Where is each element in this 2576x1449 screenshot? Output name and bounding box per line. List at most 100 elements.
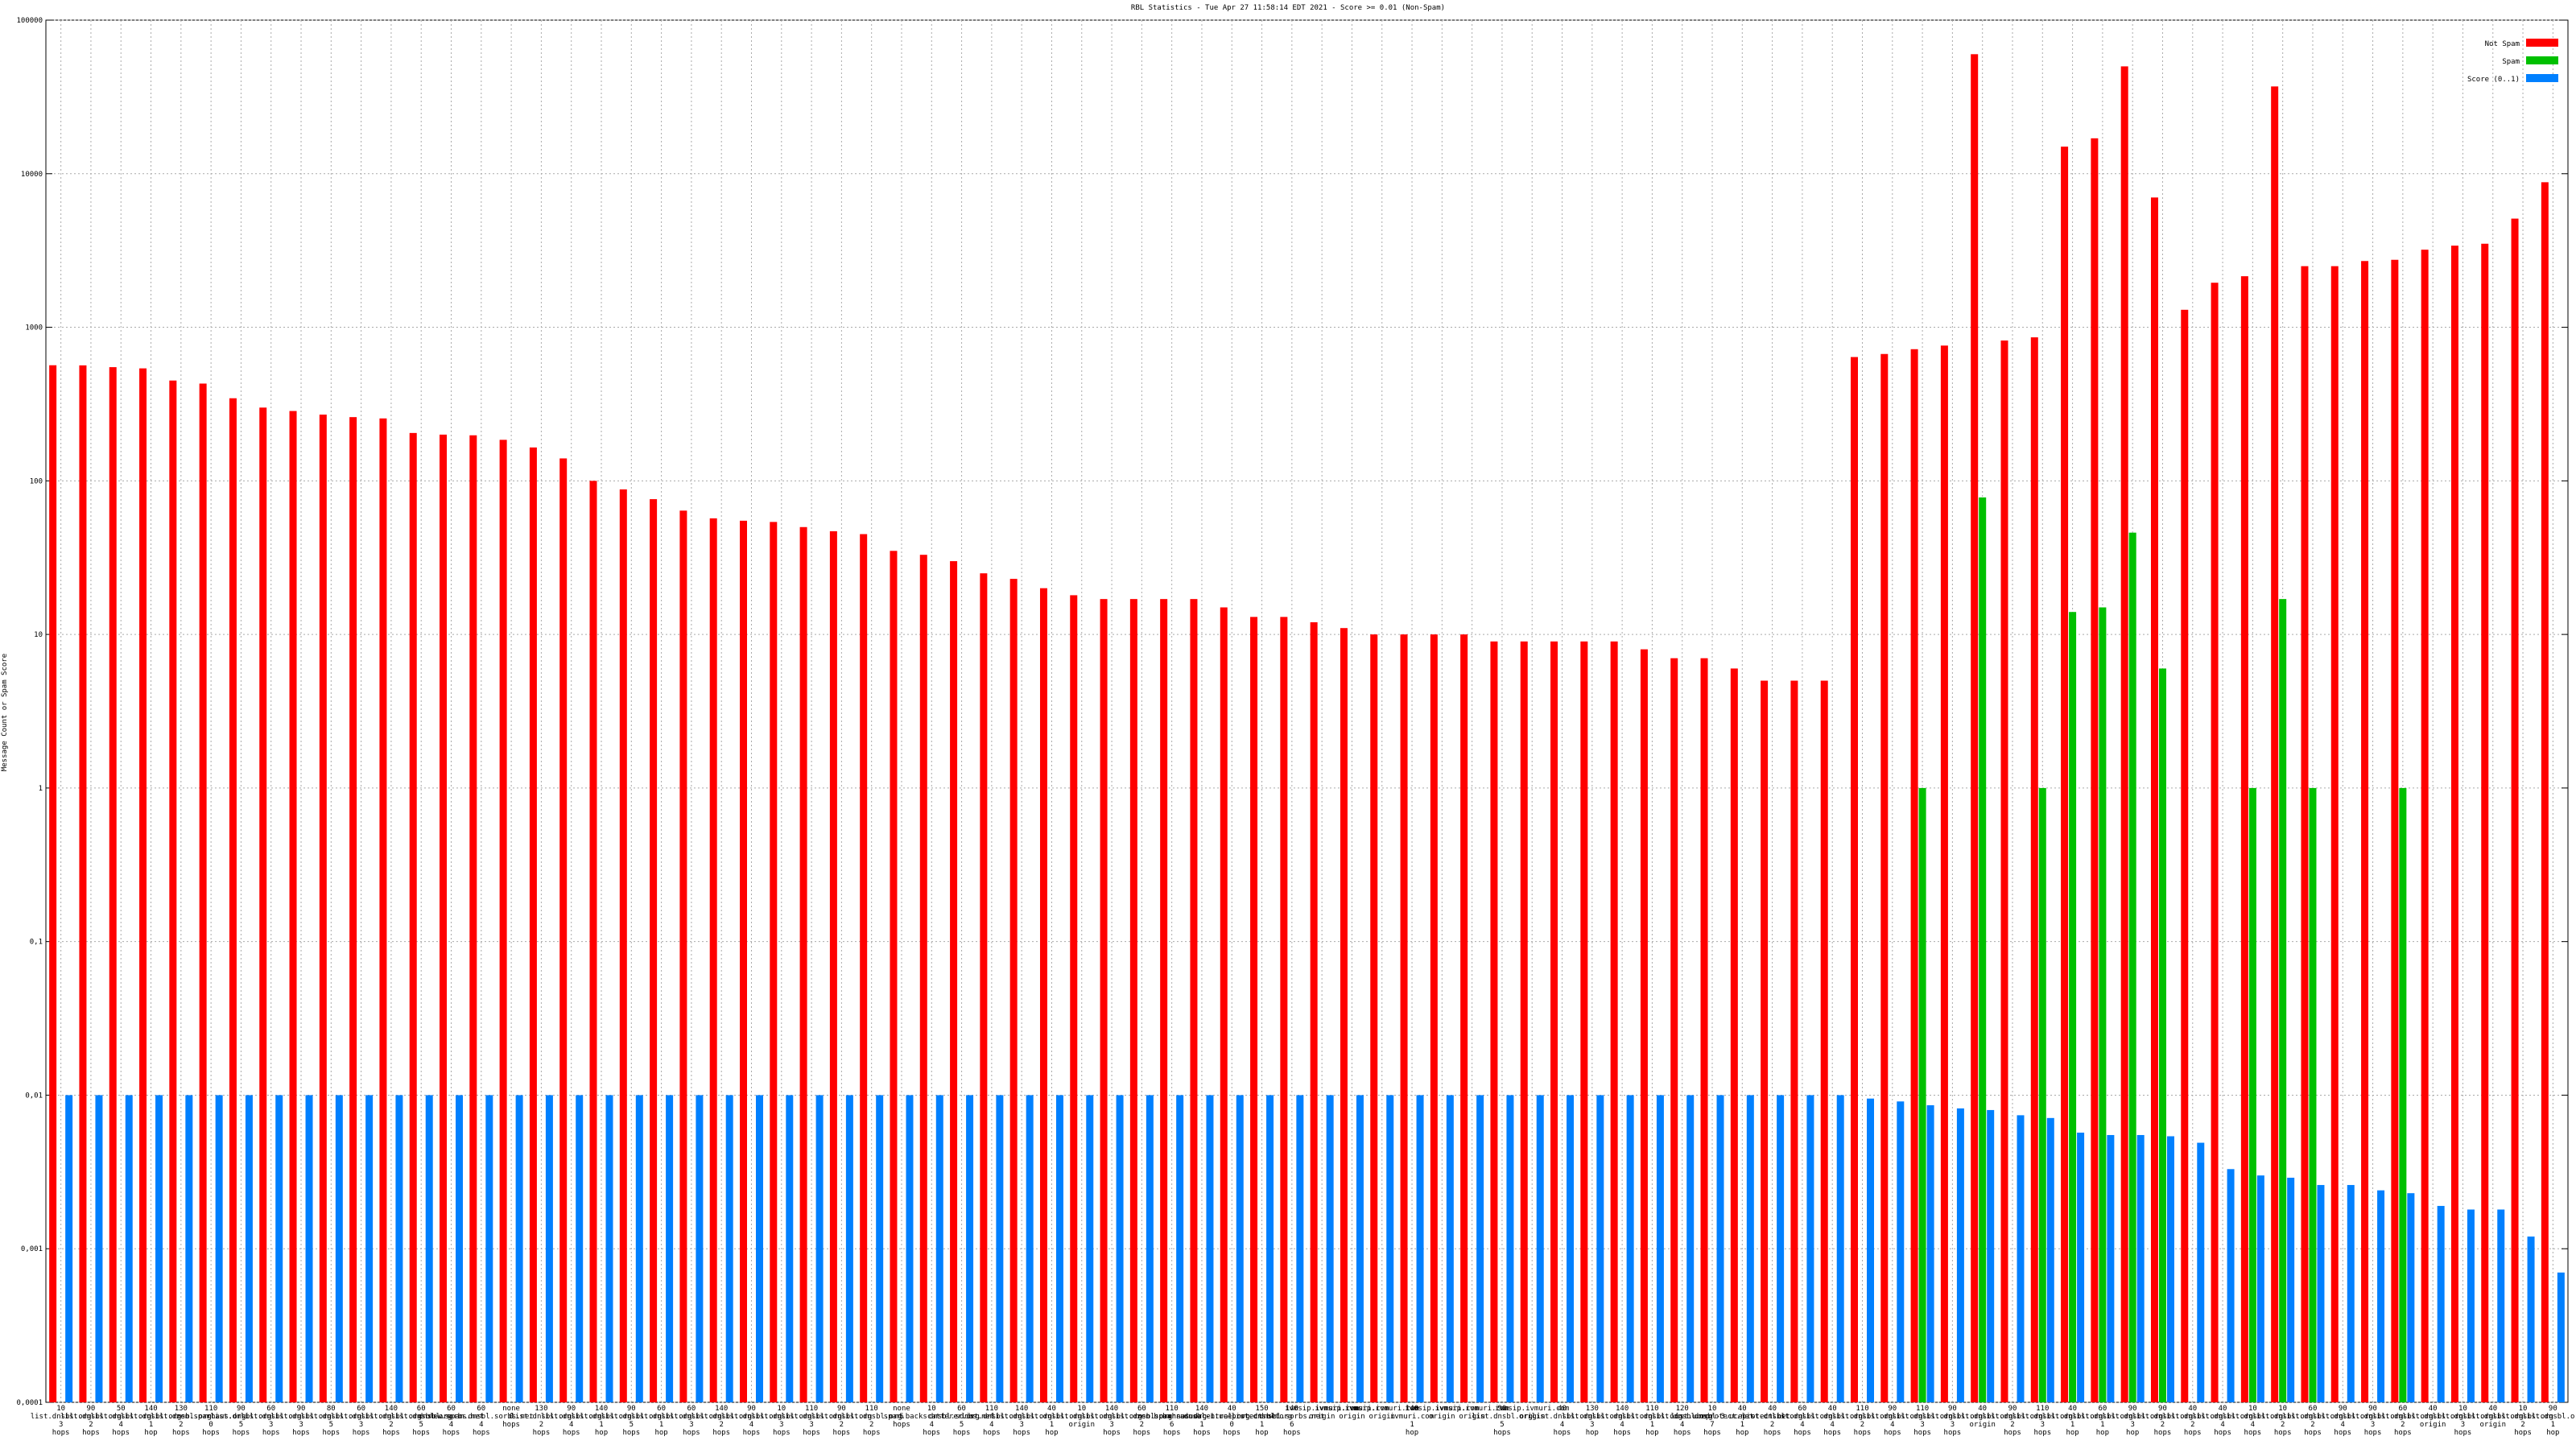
bar — [1851, 357, 1859, 1402]
bar — [1746, 1095, 1754, 1402]
bar — [1596, 1095, 1604, 1402]
x-tick-label: 90 list.dnsbl.org 5 hops — [601, 1405, 662, 1437]
bar — [679, 510, 687, 1403]
bar — [1880, 353, 1889, 1403]
x-tick-label: 50 list.dnsbl.org 4 hops — [90, 1405, 151, 1437]
bar — [2030, 337, 2038, 1403]
x-tick-label: 60 dnsbl.sorbs.net 4 hops — [419, 1405, 484, 1437]
bar — [1490, 641, 1498, 1402]
bar — [1310, 622, 1318, 1402]
bar — [2497, 1209, 2505, 1402]
bar — [529, 447, 537, 1402]
bar — [2361, 261, 2369, 1402]
x-tick-label: 110 list.dnsbl.org 3 hops — [2012, 1405, 2073, 1437]
bar — [1716, 1095, 1724, 1402]
bar — [1820, 680, 1828, 1402]
x-tick-label: 90 list.dnsbl.org 3 hop — [2102, 1405, 2163, 1437]
bar — [199, 383, 207, 1402]
bar — [185, 1095, 193, 1402]
bar — [755, 1095, 763, 1402]
x-tick-label: 60 list.dnsbl.org 5 hops — [390, 1405, 452, 1437]
bar — [1296, 1095, 1304, 1402]
bar — [1656, 1095, 1664, 1402]
bar — [1236, 1095, 1244, 1402]
bar — [1039, 588, 1047, 1402]
bar — [2046, 1117, 2054, 1402]
x-tick-label: 40 dnsbl-1.uceprotect.net 0 hops — [1184, 1405, 1280, 1437]
x-tick-label: 140 list.dnsbl.org 2 hops — [691, 1405, 752, 1437]
x-tick-label: 10 list.dnsbl.org 3 hops — [2433, 1405, 2494, 1437]
x-tick-label: 10 list.dnsbl.org 2 hops — [2252, 1405, 2314, 1437]
legend-label: Not Spam — [2485, 40, 2520, 48]
bar — [1836, 1095, 1844, 1402]
bar — [829, 530, 837, 1402]
x-tick-label: 10 spam.backscatterer.org 4 hops — [884, 1405, 980, 1437]
bar — [650, 499, 658, 1402]
bar — [1520, 641, 1528, 1402]
x-tick-label: 60 list.dnsbl.org 2 hops — [2372, 1405, 2434, 1437]
bar — [1129, 599, 1137, 1402]
bar — [1416, 1095, 1424, 1402]
bar — [906, 1095, 914, 1402]
bar — [1026, 1095, 1034, 1402]
bar — [1686, 1095, 1695, 1402]
x-tick-label: 80 list.dnsbl.org 5 hops — [300, 1405, 361, 1437]
bar — [919, 555, 927, 1402]
x-tick-label: 90 list.dnsbl.org 2 hops — [1982, 1405, 2043, 1437]
x-tick-label: 60 list.dnsbl.org 4 hops — [1772, 1405, 1833, 1437]
bar — [1009, 579, 1018, 1402]
bar — [305, 1095, 313, 1402]
bar — [2557, 1272, 2565, 1402]
bar — [1340, 628, 1348, 1402]
bar — [469, 435, 477, 1402]
x-tick-label: 10 list.dnsbl.org 4 hops — [2222, 1405, 2283, 1437]
legend-swatch — [2526, 39, 2558, 47]
x-tick-label: ivmsip.ivmuri.com origin — [1285, 1405, 1359, 1421]
x-tick-label: 40 list.dnsbl.org origin — [2402, 1405, 2463, 1429]
bar — [1700, 658, 1708, 1402]
bar — [1326, 1095, 1334, 1402]
bar — [1567, 1095, 1575, 1402]
bar — [79, 365, 87, 1403]
bar — [1386, 1095, 1394, 1402]
bar — [1867, 1098, 1875, 1402]
bar — [125, 1095, 133, 1402]
bar — [786, 1095, 794, 1402]
bar — [860, 534, 868, 1402]
bar — [65, 1095, 73, 1402]
bar — [109, 367, 117, 1402]
bar — [576, 1095, 584, 1402]
bar — [215, 1095, 223, 1402]
legend-label: Spam — [2502, 58, 2520, 66]
bar — [996, 1095, 1004, 1402]
bar — [1356, 1095, 1364, 1402]
bar — [2391, 259, 2399, 1403]
bar — [49, 365, 57, 1403]
y-tick-label: 0,001 — [21, 1245, 43, 1253]
bar — [1790, 680, 1798, 1402]
x-tick-label: 140 list.dnsbl.org 3 hops — [991, 1405, 1052, 1437]
bar — [1610, 641, 1618, 1402]
bar — [1626, 1095, 1634, 1402]
x-tick-label: 90 list.dnsbl.org 4 hops — [2312, 1405, 2373, 1437]
bar — [1250, 617, 1258, 1402]
x-tick-label: 40 list.dnsbl.org origin — [1952, 1405, 2013, 1429]
bar — [696, 1095, 704, 1402]
x-tick-label: 40 list.dnsbl.org 2 hops — [2162, 1405, 2223, 1437]
bar — [2317, 1185, 2325, 1402]
x-tick-label: 150 list.dnsbl.org 1 hop — [1232, 1405, 1293, 1437]
bar — [275, 1095, 283, 1402]
bar — [2481, 243, 2489, 1402]
bar — [1550, 641, 1558, 1402]
bar — [2301, 266, 2309, 1402]
x-tick-label: 110 list.dnsbl.org 2 hops — [1832, 1405, 1893, 1437]
bar — [635, 1095, 643, 1402]
bar — [1730, 668, 1738, 1402]
bar — [2407, 1193, 2415, 1402]
x-tick-label: 90 list.dnsbl.org 4 hops — [1862, 1405, 1923, 1437]
x-tick-label: 140 list.dnsbl.org 4 hops — [1591, 1405, 1653, 1437]
bar — [1956, 1108, 1964, 1402]
x-tick-label: 40 list.dnsbl.org origin — [2462, 1405, 2524, 1429]
x-tick-label: 60 list.dnsbl.org 2 hops — [1111, 1405, 1172, 1437]
bar — [1476, 1095, 1484, 1402]
